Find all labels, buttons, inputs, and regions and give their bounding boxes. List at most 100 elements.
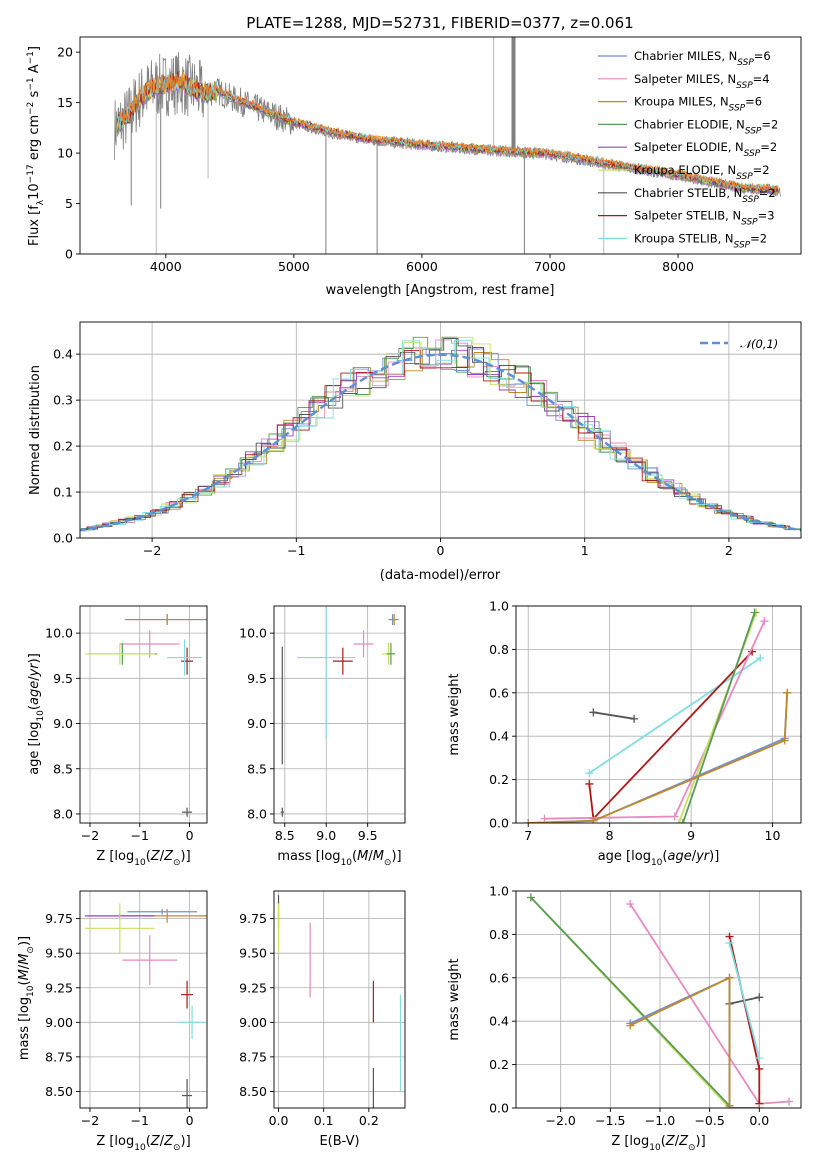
residuals-legend-entry: 𝒩(0,1) [740, 337, 778, 351]
weight-vs-Z-xtick-label: −1.0 [645, 1113, 675, 1128]
weight-vs-age-point-marker [760, 617, 769, 626]
spectrum-xtick-label: 8000 [662, 259, 694, 274]
weight-vs-age-point-marker [589, 816, 598, 823]
age-vs-mass-ytick-label: 9.5 [247, 671, 267, 686]
weight-vs-Z-ytick-label: 0.8 [489, 927, 509, 942]
weight-vs-age-panel [512, 605, 802, 827]
weight-vs-age-series-line [682, 612, 756, 823]
weight-vs-age-ytick-label: 0.0 [489, 816, 509, 831]
weight-vs-age-ytick-label: 0.6 [489, 685, 509, 700]
weight-vs-Z-ytick-label: 0.0 [489, 1101, 509, 1116]
weight-vs-age-point-marker [674, 819, 683, 823]
age-vs-mass-xtick-label: 9.5 [358, 828, 378, 843]
weight-vs-age-point-marker [750, 608, 759, 617]
weight-vs-Z-point-marker [725, 939, 734, 948]
weight-vs-age-point-marker [780, 736, 789, 745]
weight-vs-Z-frame [515, 890, 802, 1109]
weight-vs-age-xtick-label: 9 [687, 828, 695, 843]
spectrum-plot-area [114, 37, 781, 254]
weight-vs-age-ylabel: mass weight [447, 673, 462, 755]
weight-vs-Z-xtick-label: −1.5 [595, 1113, 625, 1128]
age-vs-Z-frame [79, 605, 208, 824]
spectrum-ylabel: Flux [fλ10−17 erg cm−2 s−1 A−1] [26, 46, 46, 246]
weight-vs-Z-point-marker [626, 900, 635, 909]
age-vs-mass-ytick-label: 10.0 [239, 626, 267, 641]
mass-vs-EBV-panel [270, 890, 406, 1112]
spectrum-model-line [116, 72, 779, 191]
age-vs-mass-plot-area [280, 606, 399, 817]
weight-vs-age-xlabel: age [log10(age/yr)] [598, 849, 720, 868]
weight-vs-age-series-line [544, 620, 766, 820]
weight-vs-age-point-marker [524, 819, 533, 823]
weight-vs-Z-ylabel: mass weight [447, 958, 462, 1040]
weight-vs-age-ytick-label: 1.0 [489, 599, 509, 614]
mass-vs-Z-ytick-label: 8.50 [45, 1084, 73, 1099]
spectrum-xlabel: wavelength [Angstrom, rest frame] [326, 283, 555, 298]
weight-vs-age-point-marker [670, 812, 679, 821]
figure-title: PLATE=1288, MJD=52731, FIBERID=0377, z=0… [246, 14, 633, 32]
residuals-xtick-label: 2 [725, 543, 733, 558]
mass-vs-EBV-xtick-label: 0.0 [269, 1113, 289, 1128]
mass-vs-EBV-xlabel: E(B-V) [319, 1134, 359, 1149]
weight-vs-Z-series-line [530, 896, 731, 1107]
weight-vs-Z-series-line [629, 976, 760, 1108]
weight-vs-Z-panel [512, 890, 802, 1112]
mass-vs-EBV-xtick-label: 0.1 [314, 1113, 334, 1128]
spectrum-legend-entry: Kroupa ELODIE, NSSP=2 [634, 163, 770, 182]
residuals-plot-area [80, 336, 801, 533]
weight-vs-Z-plot-area [526, 893, 794, 1108]
residuals-xtick-label: −2 [143, 543, 161, 558]
weight-vs-age-point-marker [540, 814, 549, 823]
mass-vs-EBV-xtick-label: 0.2 [359, 1113, 379, 1128]
spectrum-xtick-label: 5000 [278, 259, 310, 274]
age-vs-Z-ytick-label: 8.0 [53, 806, 73, 821]
mass-vs-Z-ytick-label: 8.75 [45, 1049, 73, 1064]
mass-vs-Z-ytick-label: 9.50 [45, 946, 73, 961]
weight-vs-Z-xtick-label: 0.0 [749, 1113, 769, 1128]
age-vs-Z-ylabel: age [log10(age/yr)] [27, 653, 46, 775]
weight-vs-Z-series-line [728, 942, 761, 1059]
age-vs-Z-xlabel: Z [log10(Z/Z⊙)] [96, 849, 190, 868]
age-vs-mass-xtick-label: 8.5 [275, 828, 295, 843]
weight-vs-age-point-marker [678, 819, 687, 823]
weight-vs-age-xtick-label: 10 [765, 828, 781, 843]
weight-vs-age-series-line [593, 711, 635, 720]
mass-vs-Z-ytick-label: 9.75 [45, 911, 73, 926]
mass-vs-Z-xlabel: Z [log10(Z/Z⊙)] [96, 1134, 190, 1153]
weight-vs-age-frame [515, 605, 802, 824]
weight-vs-age-xtick-label: 8 [606, 828, 614, 843]
mass-vs-EBV-frame [273, 890, 406, 1109]
spectrum-frame [79, 36, 802, 255]
residuals-ytick-label: 0.0 [53, 531, 73, 546]
weight-vs-age-point-marker [589, 708, 598, 717]
weight-vs-Z-point-marker [755, 1104, 764, 1108]
residuals-ylabel: Normed distribution [28, 365, 43, 495]
spectrum-legend-entry: Chabrier MILES, NSSP=6 [634, 49, 771, 68]
mass-vs-Z-xtick-label: −1 [131, 1113, 149, 1128]
weight-vs-age-plot-area [524, 608, 792, 823]
mass-vs-EBV-ytick-label: 9.25 [239, 980, 267, 995]
weight-vs-Z-point-marker [626, 1021, 635, 1030]
weight-vs-age-series-line [588, 650, 753, 821]
weight-vs-Z-point-marker [725, 1104, 734, 1108]
weight-vs-Z-point-marker [725, 973, 734, 982]
spectrum-legend-entry: Kroupa MILES, NSSP=6 [634, 95, 762, 114]
weight-vs-Z-xtick-label: −2.0 [546, 1113, 576, 1128]
mass-vs-EBV-ytick-label: 9.50 [239, 946, 267, 961]
spectrum-panel [76, 36, 802, 258]
weight-vs-age-ytick-label: 0.4 [489, 729, 509, 744]
weight-vs-age-point-marker [756, 654, 765, 663]
weight-vs-Z-point-marker [785, 1097, 794, 1106]
residuals-panel [76, 321, 802, 542]
mass-vs-Z-xtick-label: −2 [81, 1113, 99, 1128]
age-vs-Z-xtick-label: −1 [131, 828, 149, 843]
weight-vs-age-series-line [528, 692, 789, 823]
weight-vs-Z-ytick-label: 0.2 [489, 1057, 509, 1072]
spectrum-xtick-label: 4000 [150, 259, 182, 274]
mass-vs-Z-panel [76, 890, 208, 1112]
residuals-xlabel: (data-model)/error [380, 568, 501, 583]
age-vs-Z-xtick-label: 0 [186, 828, 194, 843]
mass-vs-Z-ylabel: mass [log10(M/M⊙)] [17, 936, 36, 1060]
spectrum-ytick-label: 0 [65, 247, 73, 262]
